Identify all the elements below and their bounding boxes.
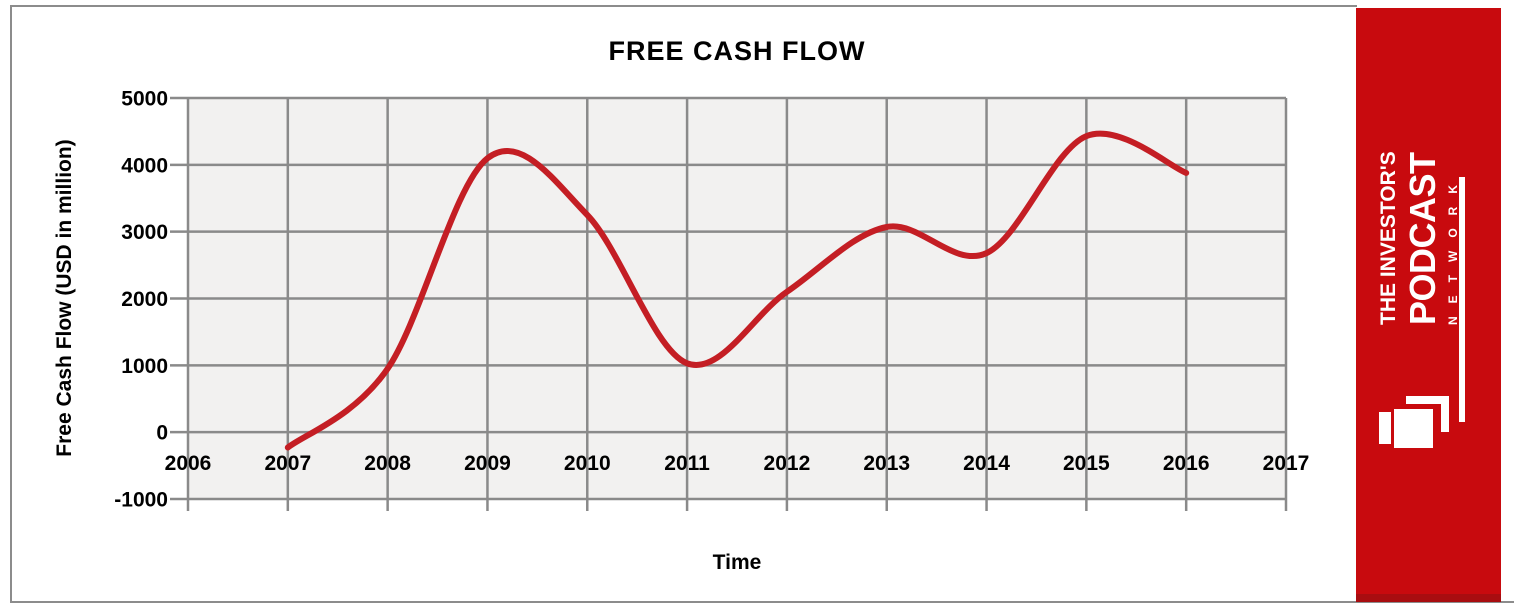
brand-line-investors: THE INVESTOR'S xyxy=(1377,151,1400,325)
x-tick-label: 2013 xyxy=(863,452,910,475)
x-axis-title: Time xyxy=(712,551,762,574)
frame-border-bottom xyxy=(10,601,1514,603)
x-tick-label: 2007 xyxy=(264,452,311,475)
x-tick-label: 2011 xyxy=(664,452,710,475)
frame-border-top xyxy=(10,5,1357,7)
y-tick-label: 0 xyxy=(156,422,168,445)
chart-title: FREE CASH FLOW xyxy=(608,36,866,66)
y-tick-label: 3000 xyxy=(121,221,168,244)
x-tick-label: 2010 xyxy=(564,452,611,475)
logo-text: THE INVESTOR'S PODCAST NETWORK xyxy=(1377,150,1460,325)
sidebar-brand xyxy=(1356,8,1501,602)
brand-line-network: NETWORK xyxy=(1446,172,1460,325)
sidebar-bottom-strip xyxy=(1356,594,1501,602)
x-tick-label: 2016 xyxy=(1163,452,1210,475)
x-tick-label: 2017 xyxy=(1263,452,1310,475)
x-tick-label: 2008 xyxy=(364,452,411,475)
tip-network-logo: THE INVESTOR'S PODCAST NETWORK xyxy=(1377,150,1475,470)
x-tick-label: 2012 xyxy=(764,452,811,475)
y-tick-label: 5000 xyxy=(121,88,168,111)
free-cash-flow-line xyxy=(284,130,1190,451)
x-tick-label: 2015 xyxy=(1063,452,1110,475)
x-tick-label: 2009 xyxy=(464,452,511,475)
y-tick-label: 1000 xyxy=(121,355,168,378)
y-tick-label: 2000 xyxy=(121,288,168,311)
frame-border-left xyxy=(10,5,12,603)
x-tick-label: 2014 xyxy=(963,452,1010,475)
y-tick-label: -1000 xyxy=(114,489,168,512)
x-tick-label: 2006 xyxy=(165,452,212,475)
brand-line-podcast: PODCAST xyxy=(1402,152,1443,325)
microphone-icon xyxy=(1379,396,1449,448)
y-tick-label: 4000 xyxy=(121,154,168,177)
